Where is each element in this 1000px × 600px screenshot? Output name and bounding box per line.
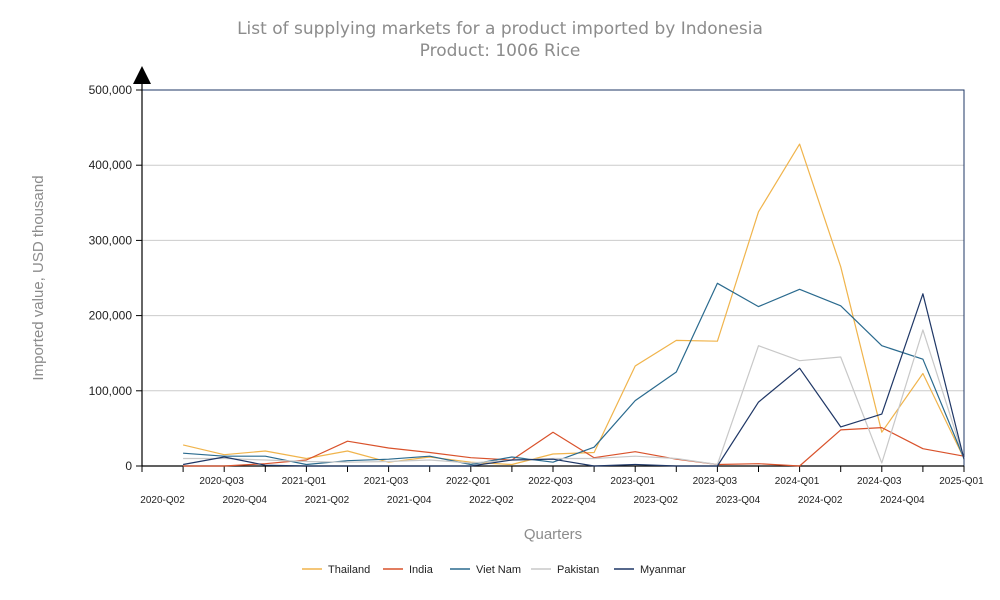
y-tick-label: 400,000	[89, 158, 133, 172]
y-axis-title: Imported value, USD thousand	[30, 175, 47, 380]
legend-item: India	[383, 564, 434, 576]
x-tick-label: 2021-Q01	[282, 476, 327, 487]
gridlines	[142, 164, 964, 392]
legend-item: Pakistan	[531, 564, 599, 576]
x-tick-label: 2024-Q02	[798, 495, 843, 506]
x-axis-ticks: 2020-Q02 2020-Q03 2020-Q04 2021-Q01 2021-Q02…	[140, 466, 984, 506]
legend-item: Thailand	[302, 564, 370, 576]
x-tick-label: 2023-Q04	[716, 495, 761, 506]
x-tick-label: 2023-Q03	[693, 476, 738, 487]
x-tick-label: 2023-Q02	[634, 495, 679, 506]
y-axis-ticks: 0 100,000 200,000 300,000 400,000 500,000	[89, 83, 142, 473]
x-axis-title: Quarters	[524, 526, 582, 543]
y-tick-label: 300,000	[89, 233, 133, 247]
legend-label: Myanmar	[640, 564, 686, 576]
legend: Thailand India Viet Nam Pakistan Myanmar	[302, 564, 686, 576]
legend-label: Pakistan	[557, 564, 599, 576]
y-tick-label: 200,000	[89, 309, 133, 323]
chart-title: List of supplying markets for a product …	[237, 19, 763, 39]
series-line-thailand	[182, 143, 965, 466]
chart-title-group: List of supplying markets for a product …	[237, 19, 763, 61]
x-tick-label: 2024-Q01	[775, 476, 820, 487]
y-tick-label: 100,000	[89, 384, 133, 398]
series-line-viet-nam	[183, 282, 965, 466]
legend-item: Myanmar	[614, 564, 686, 576]
series-line-myanmar	[182, 293, 965, 467]
x-tick-label: 2021-Q04	[387, 495, 432, 506]
legend-label: India	[409, 564, 434, 576]
series-line-pakistan	[183, 329, 965, 466]
x-tick-label: 2022-Q01	[446, 476, 491, 487]
x-tick-label: 2020-Q02	[140, 495, 185, 506]
x-tick-label: 2021-Q03	[364, 476, 409, 487]
x-tick-label: 2025-Q01	[939, 476, 984, 487]
x-tick-label: 2020-Q03	[199, 476, 244, 487]
chart-subtitle: Product: 1006 Rice	[420, 41, 581, 61]
y-tick-label: 500,000	[89, 83, 133, 97]
x-tick-label: 2023-Q01	[610, 476, 655, 487]
y-tick-label: 0	[125, 459, 132, 473]
legend-item: Viet Nam	[450, 564, 521, 576]
legend-label: Viet Nam	[476, 564, 521, 576]
x-tick-label: 2021-Q02	[305, 495, 350, 506]
y-axis-arrow-icon	[133, 66, 151, 84]
series-lines	[182, 143, 965, 467]
x-tick-label: 2022-Q04	[551, 495, 596, 506]
series-line-india	[183, 427, 965, 467]
x-tick-label: 2020-Q04	[223, 495, 268, 506]
plot-border	[141, 89, 965, 467]
x-tick-label: 2024-Q03	[857, 476, 902, 487]
legend-label: Thailand	[328, 564, 370, 576]
x-tick-label: 2022-Q03	[528, 476, 573, 487]
x-tick-label: 2022-Q02	[469, 495, 514, 506]
x-tick-label: 2024-Q04	[880, 495, 925, 506]
